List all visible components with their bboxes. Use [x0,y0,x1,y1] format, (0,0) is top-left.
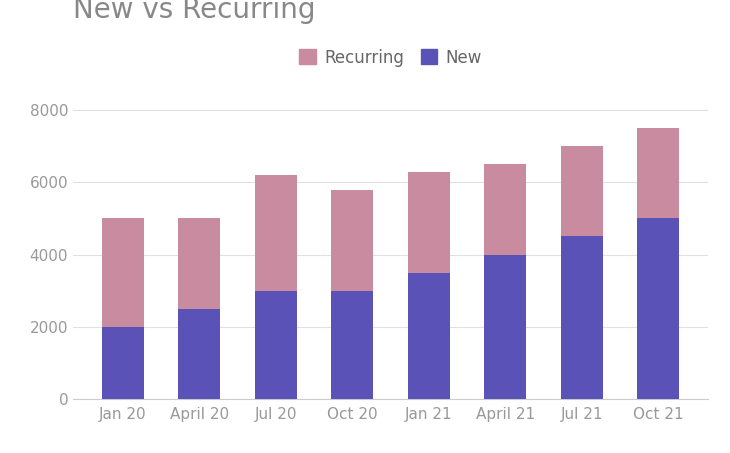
Bar [331,290,373,399]
Bar [255,175,297,290]
Bar [178,218,220,308]
Bar [561,236,603,399]
Bar [178,308,220,399]
Bar [331,190,373,290]
Bar [408,273,450,399]
Bar [637,218,679,399]
Legend: Recurring, New: Recurring, New [299,48,482,67]
Bar [484,255,526,399]
Bar [637,128,679,218]
Bar [102,218,144,327]
Bar [408,172,450,273]
Bar [484,164,526,255]
Text: New vs Recurring: New vs Recurring [73,0,315,24]
Bar [561,146,603,236]
Bar [255,290,297,399]
Bar [102,327,144,399]
